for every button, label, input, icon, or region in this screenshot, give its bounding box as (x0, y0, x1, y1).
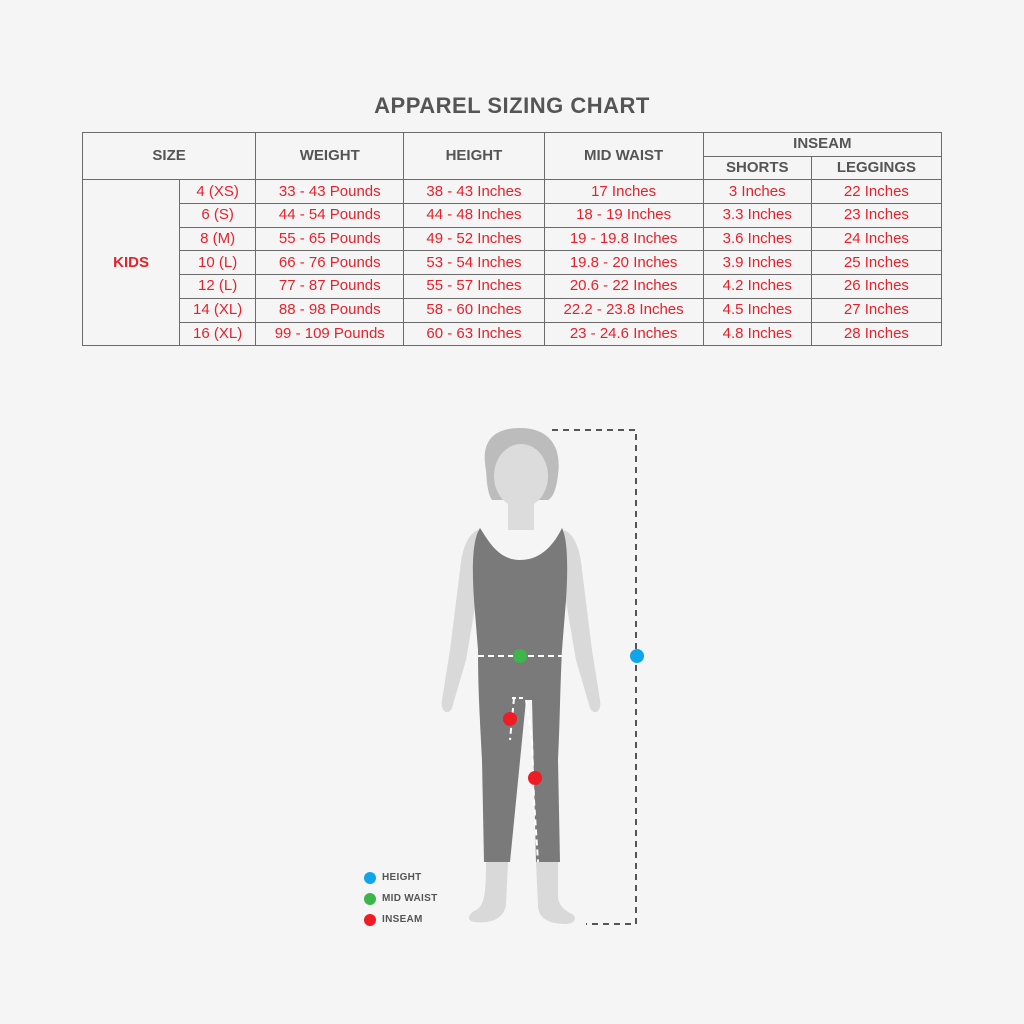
mid-waist-cell: 18 - 19 Inches (543, 203, 704, 228)
mid-waist-cell: 22.2 - 23.8 Inches (543, 297, 704, 323)
size-cell: 8 (M) (179, 226, 257, 252)
header-height: HEIGHT (403, 131, 545, 181)
shorts-cell: 4.8 Inches (702, 321, 812, 347)
height-cell: 38 - 43 Inches (403, 179, 545, 205)
table-row: 16 (XL) 99 - 109 Pounds 60 - 63 Inches 23 -… (83, 321, 943, 347)
legend-label: MID WAIST (382, 893, 438, 904)
sizing-table: SIZE WEIGHT HEIGHT MID WAIST INSEAM SHOR… (81, 131, 943, 347)
shorts-cell: 3 Inches (702, 179, 812, 205)
weight-cell: 33 - 43 Pounds (255, 179, 405, 205)
leggings-cell: 25 Inches (810, 250, 943, 276)
header-leggings: LEGGINGS (810, 155, 943, 181)
height-cell: 53 - 54 Inches (403, 250, 545, 276)
mid-waist-marker (513, 649, 527, 663)
leggings-cell: 22 Inches (810, 179, 943, 205)
weight-cell: 88 - 98 Pounds (255, 297, 405, 323)
inseam-line-leggings (525, 699, 539, 863)
header-mid-waist: MID WAIST (543, 131, 704, 181)
size-cell: 12 (L) (179, 274, 257, 299)
leggings-cell: 27 Inches (810, 297, 943, 323)
legend-dot-icon (364, 892, 376, 905)
mid-waist-cell: 17 Inches (543, 179, 704, 205)
height-bracket (552, 429, 637, 925)
legend-dot-icon (364, 913, 376, 926)
size-cell: 16 (XL) (179, 321, 257, 347)
legend-item: INSEAM (364, 909, 437, 930)
group-label-kids: KIDS (81, 179, 181, 347)
size-cell: 4 (XS) (179, 179, 257, 205)
height-cell: 44 - 48 Inches (403, 203, 545, 228)
legend-item: HEIGHT (364, 867, 437, 888)
leggings-cell: 26 Inches (810, 274, 943, 299)
height-cell: 58 - 60 Inches (403, 297, 545, 323)
legend-label: HEIGHT (382, 872, 422, 883)
inseam-shorts-marker (503, 712, 517, 726)
size-cell: 14 (XL) (179, 297, 257, 323)
mid-waist-cell: 19 - 19.8 Inches (543, 226, 704, 252)
size-cell: 6 (S) (179, 203, 257, 228)
header-size: SIZE (81, 131, 257, 181)
table-row: 12 (L) 77 - 87 Pounds 55 - 57 Inches 20.6 -… (83, 274, 943, 299)
legend-item: MID WAIST (364, 888, 437, 909)
shorts-cell: 3.9 Inches (702, 250, 812, 276)
leggings-outfit (472, 528, 568, 862)
weight-cell: 44 - 54 Pounds (255, 203, 405, 228)
legend-dot-icon (364, 871, 376, 884)
height-cell: 49 - 52 Inches (403, 226, 545, 252)
legend: HEIGHT MID WAIST INSEAM (364, 867, 437, 930)
table-body: KIDS 4 (XS) 33 - 43 Pounds 38 - 43 Inches 17… (81, 179, 943, 347)
shorts-cell: 4.2 Inches (702, 274, 812, 299)
table-row: 6 (S) 44 - 54 Pounds 44 - 48 Inches 18 - 19… (83, 203, 943, 228)
weight-cell: 99 - 109 Pounds (255, 321, 405, 347)
size-cell: 10 (L) (179, 250, 257, 276)
weight-cell: 66 - 76 Pounds (255, 250, 405, 276)
table-row: 8 (M) 55 - 65 Pounds 49 - 52 Inches 19 - 19… (83, 226, 943, 252)
child-body (441, 428, 601, 924)
table-row: 14 (XL) 88 - 98 Pounds 58 - 60 Inches 22.2 … (83, 297, 943, 323)
mid-waist-cell: 19.8 - 20 Inches (543, 250, 704, 276)
height-marker (630, 649, 644, 663)
shorts-cell: 3.6 Inches (702, 226, 812, 252)
weight-cell: 77 - 87 Pounds (255, 274, 405, 299)
legend-label: INSEAM (382, 914, 423, 925)
inseam-leggings-marker (528, 771, 542, 785)
shorts-cell: 4.5 Inches (702, 297, 812, 323)
height-cell: 55 - 57 Inches (403, 274, 545, 299)
header-weight: WEIGHT (255, 131, 405, 181)
mid-waist-cell: 20.6 - 22 Inches (543, 274, 704, 299)
header-inseam: INSEAM (702, 132, 943, 157)
leggings-cell: 23 Inches (810, 203, 943, 228)
chart-title: APPAREL SIZING CHART (374, 93, 650, 118)
leggings-cell: 24 Inches (810, 226, 943, 252)
weight-cell: 55 - 65 Pounds (255, 226, 405, 252)
leggings-cell: 28 Inches (810, 321, 943, 347)
height-cell: 60 - 63 Inches (403, 321, 545, 347)
table-row: KIDS 4 (XS) 33 - 43 Pounds 38 - 43 Inches 17… (81, 179, 943, 347)
inseam-line-shorts (509, 697, 515, 741)
table-row: 10 (L) 66 - 76 Pounds 53 - 54 Inches 19.8 -… (83, 250, 943, 276)
header-shorts: SHORTS (702, 155, 812, 181)
shorts-cell: 3.3 Inches (702, 203, 812, 228)
mid-waist-cell: 23 - 24.6 Inches (543, 321, 704, 347)
